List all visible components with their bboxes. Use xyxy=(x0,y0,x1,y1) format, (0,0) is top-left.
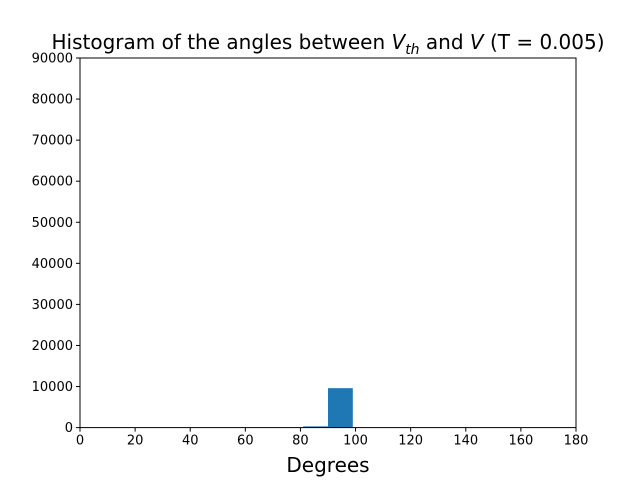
y-tick-label: 0 xyxy=(65,421,73,436)
x-tick-label: 20 xyxy=(127,434,144,449)
x-tick-label: 180 xyxy=(564,434,589,449)
bars-group xyxy=(303,388,353,428)
title-suffix: (T = 0.005) xyxy=(484,30,605,54)
y-tick-label: 50000 xyxy=(32,216,73,231)
x-tick-label: 0 xyxy=(76,434,84,449)
plot-frame xyxy=(79,57,577,429)
x-tick-label: 100 xyxy=(343,434,368,449)
x-tick-label: 80 xyxy=(292,434,309,449)
histogram-bar-1 xyxy=(328,388,353,428)
chart-title: Histogram of the angles between Vth and … xyxy=(51,30,604,58)
x-tick-label: 40 xyxy=(182,434,199,449)
y-tick-label: 90000 xyxy=(32,52,73,67)
y-tick-label: 60000 xyxy=(32,175,73,190)
title-v: V xyxy=(392,30,407,54)
y-axis-ticks: 0 10000 20000 30000 40000 50000 60000 70000 8000… xyxy=(32,52,80,436)
title-and: and xyxy=(420,30,470,54)
y-tick-label: 70000 xyxy=(32,134,73,149)
y-tick-label: 10000 xyxy=(32,380,73,395)
histogram-bar-0 xyxy=(303,426,328,428)
x-axis-label: Degrees xyxy=(286,453,369,477)
y-tick-label: 20000 xyxy=(32,339,73,354)
y-tick-label: 80000 xyxy=(32,93,73,108)
title-v2: V xyxy=(470,30,485,54)
x-tick-label: 60 xyxy=(237,434,254,449)
x-tick-label: 160 xyxy=(508,434,533,449)
title-subscript: th xyxy=(405,42,419,58)
x-axis-ticks: 0 20 40 60 80 100 120 140 160 180 xyxy=(76,427,589,449)
title-prefix: Histogram of the angles between xyxy=(51,30,391,54)
x-tick-label: 140 xyxy=(453,434,478,449)
y-tick-label: 30000 xyxy=(32,298,73,313)
y-tick-label: 40000 xyxy=(32,257,73,272)
x-tick-label: 120 xyxy=(398,434,423,449)
